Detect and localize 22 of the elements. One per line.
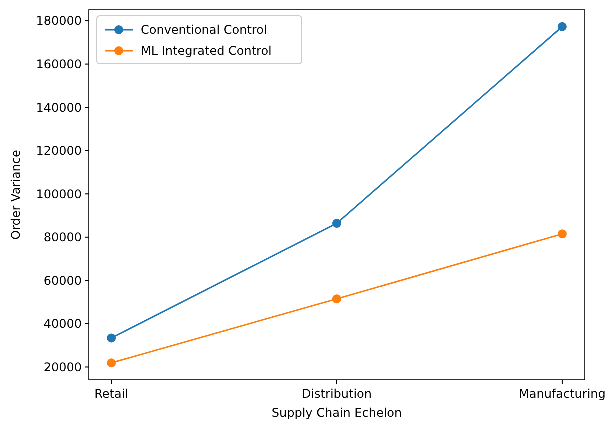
x-tick-label: Manufacturing <box>519 387 606 401</box>
point <box>332 219 342 228</box>
y-tick-label: 20000 <box>44 360 82 374</box>
y-tick-label: 40000 <box>44 317 82 332</box>
y-tick-label: 60000 <box>44 274 82 288</box>
point <box>558 230 567 239</box>
legend-label: Conventional Control <box>141 23 268 38</box>
point <box>107 358 116 368</box>
y-tick-label: 100000 <box>36 187 82 202</box>
point <box>107 334 116 343</box>
x-tick-label: Retail <box>94 387 129 401</box>
y-tick-label: 140000 <box>36 100 82 115</box>
y-tick-label: 160000 <box>36 58 82 72</box>
x-axis-title: Supply Chain Echelon <box>272 406 402 420</box>
point <box>558 22 567 32</box>
legend-label: ML Integrated Control <box>141 44 272 58</box>
y-tick-label: 120000 <box>36 144 82 158</box>
y-tick-label: 80000 <box>44 230 82 245</box>
y-tick-label: 180000 <box>36 14 82 28</box>
y-axis-title: Order Variance <box>9 150 23 240</box>
x-tick-label: Distribution <box>302 387 372 401</box>
point <box>332 294 342 304</box>
